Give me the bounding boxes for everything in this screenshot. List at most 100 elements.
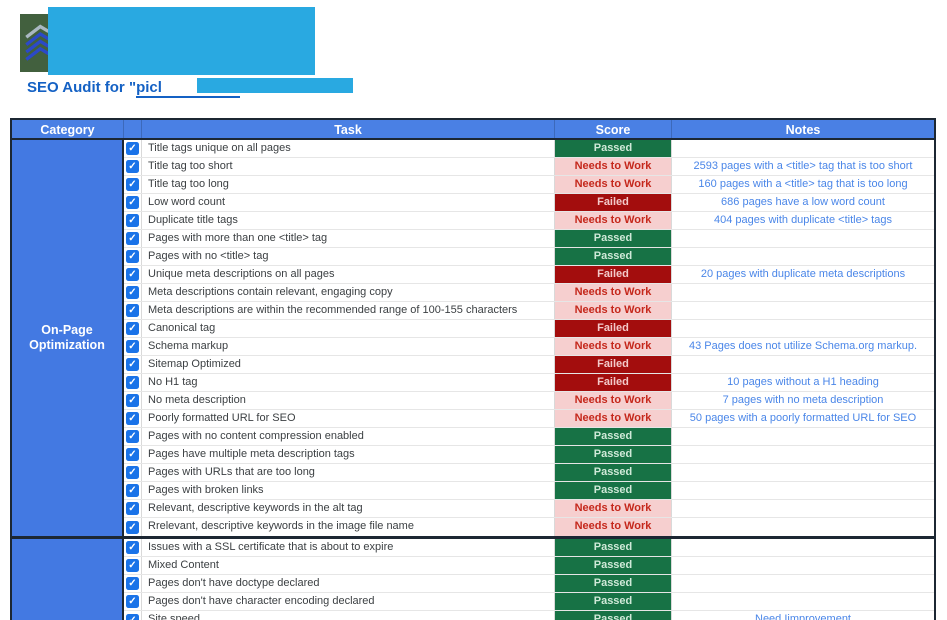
score-badge: Needs to Work <box>555 392 672 409</box>
task-label: Mixed Content <box>142 557 555 574</box>
page-title: SEO Audit for "picl <box>27 78 353 98</box>
checkbox-checked-icon[interactable]: ✓ <box>126 358 139 371</box>
checkbox-checked-icon[interactable]: ✓ <box>126 430 139 443</box>
task-label: Poorly formatted URL for SEO <box>142 410 555 427</box>
checkbox-cell: ✓ <box>124 518 142 536</box>
score-badge: Passed <box>555 248 672 265</box>
checkbox-checked-icon[interactable]: ✓ <box>126 232 139 245</box>
table-row: ✓ Meta descriptions are within the recom… <box>124 302 934 320</box>
note-text: 7 pages with no meta description <box>722 394 884 406</box>
task-label: No H1 tag <box>142 374 555 391</box>
task-label: No meta description <box>142 392 555 409</box>
table-row: ✓ Pages don't have character encoding de… <box>124 593 934 611</box>
checkbox-checked-icon[interactable]: ✓ <box>126 142 139 155</box>
task-label: Rrelevant, descriptive keywords in the i… <box>142 518 555 536</box>
checkbox-checked-icon[interactable]: ✓ <box>126 448 139 461</box>
checkbox-checked-icon[interactable]: ✓ <box>126 595 139 608</box>
checkbox-checked-icon[interactable]: ✓ <box>126 376 139 389</box>
table-row: ✓ Pages have multiple meta description t… <box>124 446 934 464</box>
checkbox-checked-icon[interactable]: ✓ <box>126 394 139 407</box>
note-text <box>672 464 934 481</box>
checkbox-checked-icon[interactable]: ✓ <box>126 520 139 534</box>
table-row: ✓ Sitemap Optimized Failed <box>124 356 934 374</box>
note-text <box>672 539 934 556</box>
table-row: ✓ Site speed Passed Need Iimprovement <box>124 611 934 620</box>
score-badge: Needs to Work <box>555 158 672 175</box>
checkbox-checked-icon[interactable]: ✓ <box>126 178 139 191</box>
note-text <box>672 575 934 592</box>
table-row: ✓ Pages don't have doctype declared Pass… <box>124 575 934 593</box>
table-row: ✓ Title tags unique on all pages Passed <box>124 140 934 158</box>
checkbox-checked-icon[interactable]: ✓ <box>126 340 139 353</box>
checkbox-checked-icon[interactable]: ✓ <box>126 160 139 173</box>
score-badge: Passed <box>555 140 672 157</box>
note-text: 160 pages with a <title> tag that is too… <box>698 178 908 190</box>
task-label: Pages with more than one <title> tag <box>142 230 555 247</box>
note-text <box>672 320 934 337</box>
table-header-row: Category Task Score Notes <box>12 120 934 140</box>
checkbox-checked-icon[interactable]: ✓ <box>126 559 139 572</box>
checkbox-cell: ✓ <box>124 320 142 337</box>
checkbox-cell: ✓ <box>124 557 142 574</box>
redaction-box-title <box>197 78 353 93</box>
section-rows: ✓ Title tags unique on all pages Passed … <box>124 140 934 536</box>
score-badge: Needs to Work <box>555 410 672 427</box>
score-badge: Failed <box>555 374 672 391</box>
table-row: ✓ Pages with broken links Passed <box>124 482 934 500</box>
note-text: 50 pages with a poorly formatted URL for… <box>689 412 917 424</box>
note-text: 686 pages have a low word count <box>721 196 885 208</box>
score-badge: Passed <box>555 611 672 620</box>
checkbox-cell: ✓ <box>124 428 142 445</box>
checkbox-checked-icon[interactable]: ✓ <box>126 196 139 209</box>
checkbox-checked-icon[interactable]: ✓ <box>126 613 139 620</box>
task-label: Title tag too long <box>142 176 555 193</box>
checkbox-checked-icon[interactable]: ✓ <box>126 412 139 425</box>
checkbox-checked-icon[interactable]: ✓ <box>126 484 139 497</box>
table-row: ✓ Issues with a SSL certificate that is … <box>124 539 934 557</box>
task-label: Pages with broken links <box>142 482 555 499</box>
checkbox-cell: ✓ <box>124 446 142 463</box>
table-row: ✓ Canonical tag Failed <box>124 320 934 338</box>
checkbox-checked-icon[interactable]: ✓ <box>126 250 139 263</box>
checkbox-checked-icon[interactable]: ✓ <box>126 541 139 554</box>
checkbox-checked-icon[interactable]: ✓ <box>126 322 139 335</box>
note-text <box>672 248 934 265</box>
table-row: ✓ Meta descriptions contain relevant, en… <box>124 284 934 302</box>
task-label: Issues with a SSL certificate that is ab… <box>142 539 555 556</box>
checkbox-cell: ✓ <box>124 611 142 620</box>
checkbox-cell: ✓ <box>124 230 142 247</box>
task-label: Site speed <box>142 611 555 620</box>
checkbox-cell: ✓ <box>124 374 142 391</box>
table-row: ✓ Duplicate title tags Needs to Work 404… <box>124 212 934 230</box>
task-label: Low word count <box>142 194 555 211</box>
checkbox-checked-icon[interactable]: ✓ <box>126 577 139 590</box>
table-row: ✓ Pages with no content compression enab… <box>124 428 934 446</box>
score-badge: Passed <box>555 557 672 574</box>
checkbox-cell: ✓ <box>124 410 142 427</box>
checkbox-checked-icon[interactable]: ✓ <box>126 214 139 227</box>
note-text <box>672 500 934 517</box>
score-badge: Passed <box>555 593 672 610</box>
score-badge: Needs to Work <box>555 176 672 193</box>
table-row: ✓ Title tag too long Needs to Work 160 p… <box>124 176 934 194</box>
note-text: 404 pages with duplicate <title> tags <box>714 214 892 226</box>
checkbox-checked-icon[interactable]: ✓ <box>126 268 139 281</box>
task-label: Meta descriptions contain relevant, enga… <box>142 284 555 301</box>
table-section: ✓ Issues with a SSL certificate that is … <box>12 536 934 620</box>
checkbox-cell: ✓ <box>124 284 142 301</box>
note-text <box>672 482 934 499</box>
section-rows: ✓ Issues with a SSL certificate that is … <box>124 539 934 620</box>
table-row: ✓ Poorly formatted URL for SEO Needs to … <box>124 410 934 428</box>
task-label: Canonical tag <box>142 320 555 337</box>
score-badge: Needs to Work <box>555 302 672 319</box>
checkbox-checked-icon[interactable]: ✓ <box>126 286 139 299</box>
score-badge: Passed <box>555 428 672 445</box>
checkbox-checked-icon[interactable]: ✓ <box>126 502 139 515</box>
table-row: ✓ Unique meta descriptions on all pages … <box>124 266 934 284</box>
site-link[interactable]: picl <box>136 79 240 98</box>
checkbox-checked-icon[interactable]: ✓ <box>126 466 139 479</box>
note-text <box>672 518 934 536</box>
checkbox-checked-icon[interactable]: ✓ <box>126 304 139 317</box>
task-label: Pages have multiple meta description tag… <box>142 446 555 463</box>
checkbox-cell: ✓ <box>124 500 142 517</box>
